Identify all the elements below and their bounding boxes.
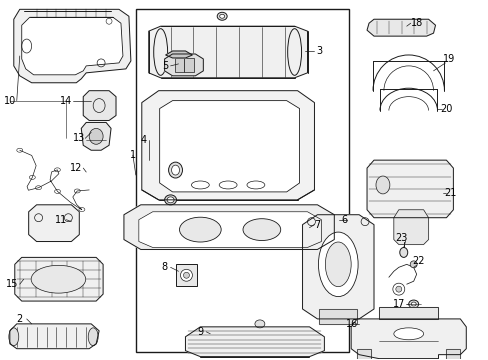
Polygon shape: [319, 309, 356, 324]
Ellipse shape: [167, 197, 174, 203]
Polygon shape: [139, 212, 321, 247]
Ellipse shape: [393, 328, 423, 340]
Ellipse shape: [325, 242, 350, 287]
Text: 15: 15: [5, 279, 18, 289]
Ellipse shape: [164, 195, 176, 205]
Polygon shape: [356, 349, 370, 359]
Bar: [174, 58, 184, 72]
Text: 22: 22: [411, 256, 424, 266]
Text: 4: 4: [141, 135, 146, 145]
Polygon shape: [83, 91, 116, 121]
Text: 3: 3: [316, 46, 322, 56]
Polygon shape: [148, 26, 307, 78]
Polygon shape: [164, 54, 203, 76]
Bar: [175, 264, 197, 286]
Polygon shape: [81, 122, 111, 150]
Polygon shape: [10, 324, 99, 349]
Ellipse shape: [171, 165, 179, 175]
Polygon shape: [15, 257, 103, 301]
Text: 5: 5: [162, 61, 168, 71]
Ellipse shape: [31, 265, 85, 293]
Polygon shape: [29, 205, 79, 242]
Text: 17: 17: [392, 299, 404, 309]
Text: 2: 2: [17, 314, 23, 324]
Ellipse shape: [375, 176, 389, 194]
Text: 7: 7: [314, 220, 320, 230]
Polygon shape: [446, 349, 459, 359]
Ellipse shape: [153, 29, 167, 75]
Text: 12: 12: [70, 163, 82, 173]
Text: 16: 16: [346, 319, 358, 329]
Ellipse shape: [88, 328, 98, 346]
Ellipse shape: [168, 162, 182, 178]
Polygon shape: [378, 307, 438, 319]
Ellipse shape: [410, 302, 415, 306]
Polygon shape: [14, 9, 131, 83]
Polygon shape: [160, 100, 299, 192]
Ellipse shape: [408, 300, 418, 308]
Polygon shape: [350, 319, 466, 359]
Text: 20: 20: [439, 104, 452, 113]
Text: 9: 9: [197, 327, 203, 337]
Polygon shape: [185, 327, 324, 357]
Ellipse shape: [9, 328, 19, 346]
Text: 23: 23: [395, 233, 407, 243]
Polygon shape: [302, 215, 373, 319]
Ellipse shape: [180, 269, 192, 281]
Text: 8: 8: [161, 262, 167, 272]
Polygon shape: [366, 19, 435, 36]
Text: 21: 21: [443, 188, 456, 198]
Polygon shape: [366, 160, 452, 218]
Ellipse shape: [243, 219, 280, 240]
Ellipse shape: [395, 286, 401, 292]
Bar: [136, 9, 348, 352]
Ellipse shape: [254, 320, 264, 328]
Text: 10: 10: [4, 96, 16, 105]
Polygon shape: [142, 91, 314, 200]
Text: 14: 14: [60, 96, 72, 105]
Text: 19: 19: [443, 54, 455, 64]
Ellipse shape: [409, 261, 416, 268]
Bar: [184, 58, 194, 72]
Polygon shape: [123, 205, 334, 249]
Text: 6: 6: [341, 215, 346, 225]
Polygon shape: [165, 51, 192, 58]
Ellipse shape: [399, 247, 407, 257]
Ellipse shape: [89, 129, 103, 144]
Polygon shape: [393, 210, 427, 244]
Text: 11: 11: [55, 215, 67, 225]
Ellipse shape: [219, 14, 224, 18]
Ellipse shape: [179, 217, 221, 242]
Ellipse shape: [217, 12, 226, 20]
Ellipse shape: [318, 232, 357, 297]
Polygon shape: [21, 17, 122, 75]
Text: 1: 1: [129, 150, 136, 160]
Ellipse shape: [287, 29, 301, 75]
Text: 18: 18: [410, 18, 422, 28]
Text: 13: 13: [73, 133, 85, 143]
Ellipse shape: [183, 272, 189, 278]
